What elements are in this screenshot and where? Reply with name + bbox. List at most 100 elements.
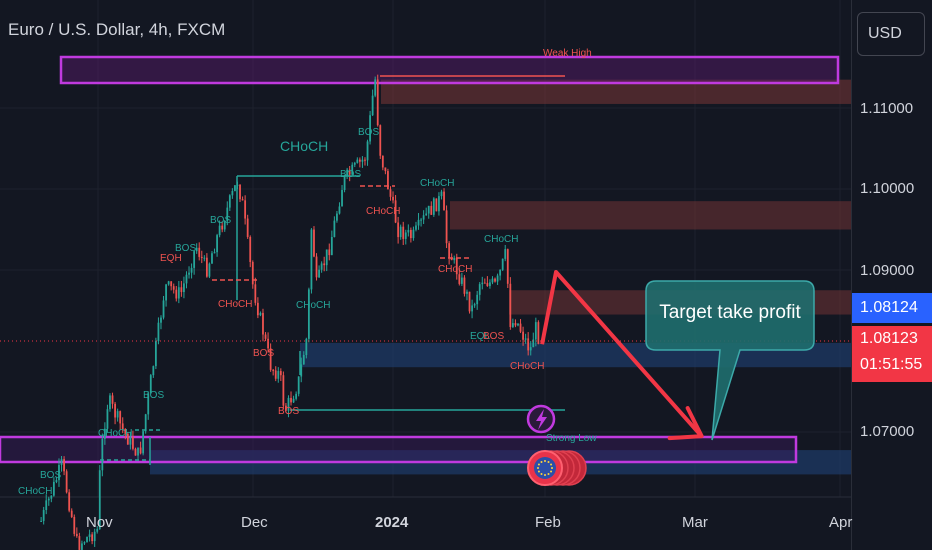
candle [78,536,81,550]
candle [231,190,234,196]
candle [481,282,484,285]
candle [223,221,226,230]
candle [172,286,175,290]
candle [394,200,397,223]
structure-label: CHoCH [98,428,132,439]
candle [167,281,170,285]
candle [483,282,486,284]
candle [147,393,150,415]
candle [144,414,147,432]
candle [460,277,463,284]
candle [343,175,346,190]
candle [494,278,496,282]
structure-label: BOS [340,169,361,180]
candle [524,338,527,340]
candle [504,249,507,259]
candle [45,500,48,511]
candle [330,236,333,256]
structure-label: CHoCH [218,299,252,310]
arrow-head-icon [667,406,704,441]
candle [519,323,522,332]
candle [251,262,254,285]
structure-label: BOS [40,470,61,481]
structure-label: BOS [210,215,231,226]
candle [366,141,369,161]
candle [254,284,257,303]
strong-low-box [0,435,798,464]
candle [86,536,88,543]
candle [325,249,328,266]
candle [218,225,221,236]
euro-flag-icon [534,457,556,479]
euro-star-icon [547,460,550,463]
candle [392,196,394,201]
candle [40,520,43,522]
candle [374,79,377,96]
structure-label: EQH [160,253,182,264]
candle [190,267,193,273]
time-tick: 2024 [375,514,409,531]
euro-star-icon [551,467,553,469]
price-tick: 1.10000 [860,180,915,197]
candle [511,323,514,327]
candle [529,347,532,351]
projection-arrow [540,270,702,436]
euro-star-icon [550,470,553,473]
candle [68,492,71,511]
euro-star-icon [537,467,539,469]
candle [409,229,412,239]
structure-label: BOS [175,243,196,254]
candle [195,247,198,252]
bar-countdown: 01:51:55 [860,356,923,373]
candle [96,529,99,532]
candle [427,205,430,214]
currency-button[interactable]: USD [857,12,925,56]
candle [463,277,466,294]
candle [269,348,272,370]
candle [478,284,481,295]
candle [152,366,155,376]
drawing-overlay [526,270,815,486]
euro-star-icon [537,463,540,466]
candle [356,159,359,163]
candle [468,291,471,312]
candle [52,481,55,496]
candle [185,274,188,284]
price-tick: 1.07000 [860,423,915,440]
candle [124,428,127,434]
candle [70,510,73,517]
candle [239,184,241,200]
candle [203,257,206,259]
candle [93,531,96,542]
candle [213,252,216,254]
candle [114,403,116,418]
candle [300,364,303,377]
structure-labels: BOSCHoCHBOSEQHBOSBOSCHoCHBOSBOSCHoCHBOSB… [18,48,597,497]
candle [63,459,65,472]
candle [486,283,489,287]
candle [346,169,349,176]
supply-zone [450,201,851,230]
candle [404,232,407,239]
candle [180,287,183,293]
candle [244,200,247,219]
candle [267,338,269,349]
candle [412,229,415,239]
price-tick: 1.09000 [860,262,915,279]
candle [336,213,338,221]
candle [371,95,374,116]
candle [440,191,443,197]
candle [422,215,425,220]
candle [165,284,167,301]
candle [420,219,422,221]
candle [60,459,63,465]
candle [177,287,180,299]
candle [103,428,106,439]
candle [499,269,502,276]
choch-label: CHoCH [280,138,328,154]
candle [353,162,356,165]
time-tick: Apr [829,514,853,531]
candle [341,189,343,207]
candle [376,79,379,126]
